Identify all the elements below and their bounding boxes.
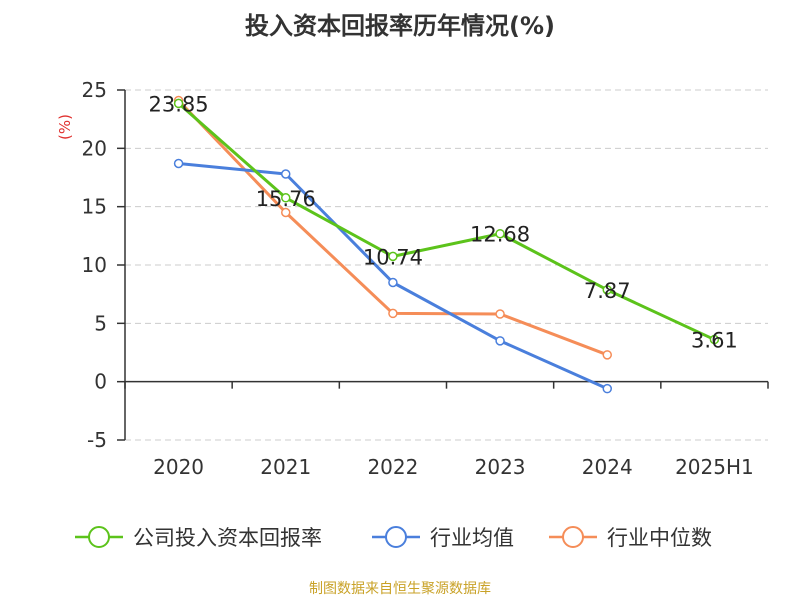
data-label: 10.74 <box>363 245 423 269</box>
data-point <box>173 158 184 169</box>
legend-marker <box>562 526 584 548</box>
data-label: 15.76 <box>256 187 316 211</box>
series-layer <box>173 95 720 394</box>
x-tick-label: 2023 <box>475 455 526 479</box>
x-tick-label: 2024 <box>582 455 633 479</box>
data-point <box>602 383 612 394</box>
data-label: 7.87 <box>584 279 631 303</box>
data-point <box>281 193 291 203</box>
y-tick-label: 10 <box>82 253 107 277</box>
data-label: 12.68 <box>470 223 530 247</box>
y-tick-label: 20 <box>82 136 107 160</box>
data-point <box>281 207 291 218</box>
data-point <box>495 228 505 239</box>
data-label-layer: 23.85 15.76 10.74 12.68 7.87 3.61 <box>149 92 738 352</box>
data-point <box>495 336 505 346</box>
legend-label: 公司投入资本回报率 <box>133 526 322 550</box>
y-tick-label: 15 <box>82 195 107 219</box>
legend: 公司投入资本回报率 行业均值 行业中位数 <box>75 526 712 550</box>
legend-item: 行业中位数 <box>549 526 712 550</box>
source-note: 制图数据来自恒生聚源数据库 <box>309 581 491 597</box>
axis-layer: -5 0 5 10 15 20 25 2020 2021 2022 2023 2024 2025H1 <box>82 78 769 479</box>
y-tick-label: 0 <box>94 370 107 394</box>
data-point <box>388 277 398 288</box>
series-line <box>178 162 608 391</box>
chart-title: 投入资本回报率历年情况(%) <box>245 12 555 40</box>
y-tick-label: 25 <box>82 78 107 102</box>
x-tick-label: 2020 <box>153 455 204 479</box>
data-point <box>388 251 398 262</box>
data-point <box>281 169 291 179</box>
x-tick-label: 2025H1 <box>675 455 754 479</box>
series-line <box>177 102 716 341</box>
data-label: 23.85 <box>149 92 209 116</box>
data-point <box>709 334 720 345</box>
y-tick-label: -5 <box>87 428 107 452</box>
legend-label: 行业均值 <box>430 526 514 550</box>
legend-item: 行业均值 <box>372 526 514 550</box>
y-tick-label: 5 <box>94 311 107 335</box>
legend-label: 行业中位数 <box>607 526 712 550</box>
legend-marker <box>385 526 407 548</box>
data-label: 3.61 <box>691 329 738 353</box>
x-tick-label: 2021 <box>260 455 311 479</box>
data-point <box>602 285 612 295</box>
y-axis-unit-label: (%) <box>56 114 74 140</box>
grid-layer <box>125 89 768 441</box>
legend-marker <box>88 526 110 548</box>
legend-item: 公司投入资本回报率 <box>75 526 322 550</box>
x-tick-label: 2022 <box>367 455 418 479</box>
data-point <box>495 309 505 319</box>
data-point <box>388 308 398 319</box>
data-point <box>602 350 612 360</box>
data-point <box>173 98 184 109</box>
